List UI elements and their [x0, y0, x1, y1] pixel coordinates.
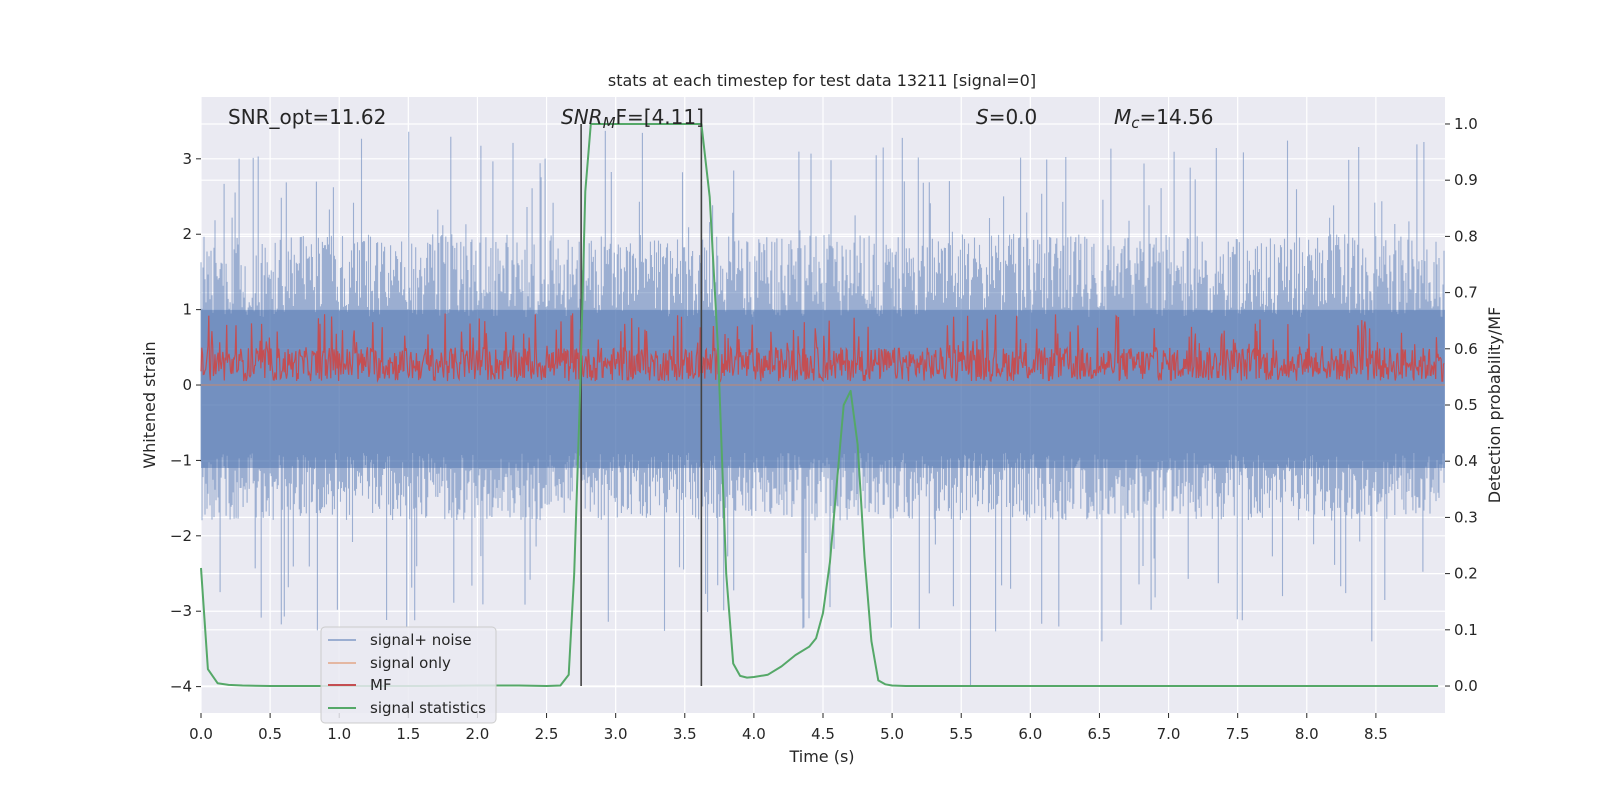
- series-signal-noise: [200, 130, 1445, 687]
- mf-trace: [200, 313, 1445, 383]
- y-tick-label-5: 1: [182, 301, 192, 319]
- x-axis-ticks: 0.0 0.5 1.0 1.5 2.0 2.5 3.0 3.5 4.0 4.5 5.0 5.5 6.0 6…: [189, 713, 1388, 743]
- x-tick-label-2: 1.0: [327, 725, 351, 743]
- x-tick-label-3: 1.5: [396, 725, 420, 743]
- annotation-snr-mf-rest: F=[4.11]: [616, 105, 704, 129]
- y2-tick-label-9: 0.9: [1454, 171, 1478, 189]
- annotation-s-rest: =0.0: [989, 105, 1038, 129]
- x-tick-label-15: 7.5: [1226, 725, 1250, 743]
- legend-label-signal-only: signal only: [370, 654, 451, 672]
- x-tick-label-12: 6.0: [1018, 725, 1042, 743]
- y2-tick-label-8: 0.8: [1454, 227, 1478, 245]
- annotation-snr-mf-main: SNR: [561, 105, 603, 129]
- x-tick-label-11: 5.5: [949, 725, 973, 743]
- chart-title: stats at each timestep for test data 132…: [608, 71, 1036, 90]
- y2-tick-label-1: 0.1: [1454, 621, 1478, 639]
- x-tick-label-10: 5.0: [880, 725, 904, 743]
- annotation-mc-sub: c: [1131, 114, 1140, 132]
- annotation-mc: Mc=14.56: [1114, 105, 1214, 132]
- y-tick-label-7: 3: [182, 150, 192, 168]
- annotation-s: S=0.0: [976, 105, 1037, 129]
- y2-tick-label-6: 0.6: [1454, 340, 1478, 358]
- annotation-snr-opt: SNR_opt=11.62: [228, 105, 386, 129]
- x-tick-label-14: 7.0: [1157, 725, 1181, 743]
- y-tick-label-4: 0: [182, 376, 192, 394]
- x-tick-label-4: 2.0: [466, 725, 490, 743]
- x-tick-label-5: 2.5: [535, 725, 559, 743]
- legend-frame: [320, 626, 497, 724]
- series-mf: [200, 313, 1445, 383]
- y2-tick-label-10: 1.0: [1454, 115, 1478, 133]
- annotation-s-main: S: [976, 105, 989, 129]
- y2-tick-label-2: 0.2: [1454, 565, 1478, 583]
- x-tick-label-13: 6.5: [1088, 725, 1112, 743]
- annotation-mc-rest: =14.56: [1140, 105, 1214, 129]
- y2-tick-label-3: 0.3: [1454, 508, 1478, 526]
- annotation-mc-main: M: [1114, 105, 1131, 129]
- y2-axis-label: Detection probability/MF: [1485, 307, 1504, 504]
- y-axis-label: Whitened strain: [140, 341, 159, 468]
- y-axis-left-ticks: −4 −3 −2 −1 0 1 2 3: [170, 150, 201, 696]
- x-tick-label-17: 8.5: [1364, 725, 1388, 743]
- vertical-markers: [580, 123, 703, 687]
- x-tick-label-1: 0.5: [258, 725, 282, 743]
- x-axis-label: Time (s): [788, 747, 854, 766]
- x-tick-label-8: 4.0: [742, 725, 766, 743]
- y2-tick-label-0: 0.0: [1454, 677, 1478, 695]
- legend: signal+ noise signal only MF signal stat…: [320, 626, 497, 724]
- legend-label-mf: MF: [370, 676, 392, 694]
- legend-label-signal-noise: signal+ noise: [370, 631, 472, 649]
- y2-tick-label-7: 0.7: [1454, 284, 1478, 302]
- x-tick-label-16: 8.0: [1295, 725, 1319, 743]
- y-axis-right-ticks: 0.0 0.1 0.2 0.3 0.4 0.5 0.6 0.7 0.8 0.9 1.0: [1445, 115, 1478, 695]
- y2-tick-label-4: 0.4: [1454, 452, 1478, 470]
- x-tick-label-7: 3.5: [673, 725, 697, 743]
- x-tick-label-6: 3.0: [604, 725, 628, 743]
- x-tick-label-9: 4.5: [811, 725, 835, 743]
- annotation-snr-mf: SNRMF=[4.11]: [561, 105, 704, 132]
- legend-label-signal-statistics: signal statistics: [370, 699, 486, 717]
- y-tick-label-6: 2: [182, 225, 192, 243]
- y-tick-label-3: −1: [170, 451, 192, 469]
- y2-tick-label-5: 0.5: [1454, 396, 1478, 414]
- y-tick-label-1: −3: [170, 602, 192, 620]
- y-tick-label-0: −4: [170, 678, 192, 696]
- y-tick-label-2: −2: [170, 527, 192, 545]
- x-tick-label-0: 0.0: [189, 725, 213, 743]
- annotation-snr-mf-sub: M: [603, 114, 616, 132]
